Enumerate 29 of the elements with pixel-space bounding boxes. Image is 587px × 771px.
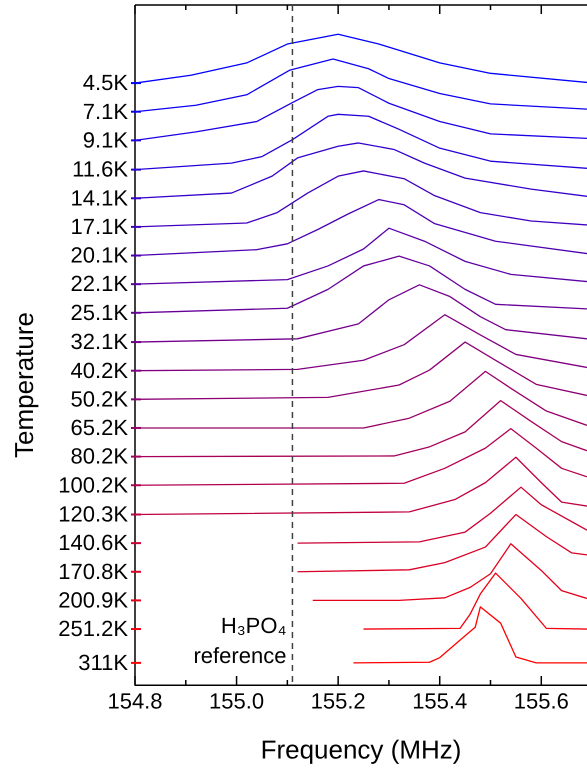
legend-label: 40.2K <box>70 358 128 383</box>
legend-label: 140.6K <box>58 530 128 556</box>
legend-label: 65.2K <box>70 415 128 440</box>
legend-label: 14.1K <box>70 185 128 210</box>
x-tick-label: 154.8 <box>107 688 163 714</box>
x-tick-label: 155.0 <box>209 688 264 714</box>
legend-label: 170.8K <box>58 558 128 584</box>
legend-label: 11.6K <box>72 156 128 182</box>
x-axis-title: Frequency (MHz) <box>260 734 462 765</box>
legend-label: 100.2K <box>58 472 128 498</box>
legend-label: 120.3K <box>58 502 128 527</box>
x-tick-label: 155.4 <box>412 688 468 714</box>
legend-label: 9.1K <box>82 127 128 152</box>
legend-label: 4.5K <box>82 70 128 96</box>
legend-label: 80.2K <box>70 444 128 469</box>
x-tick-label: 155.2 <box>310 688 366 714</box>
x-tick-label: 155.6 <box>514 688 569 714</box>
legend-label: 200.9K <box>58 587 128 612</box>
legend-label: 311K <box>78 650 128 675</box>
legend-label: 25.1K <box>70 300 128 325</box>
legend-label: 7.1K <box>82 98 128 124</box>
legend-label: 17.1K <box>70 214 128 239</box>
legend-label: 22.1K <box>70 271 128 296</box>
legend-label: 251.2K <box>58 616 128 642</box>
legend-label: 32.1K <box>70 329 128 354</box>
legend-label: 50.2K <box>70 386 128 412</box>
legend-label: 20.1K <box>70 242 128 268</box>
ref-line-label: H₃PO₄ reference <box>193 613 286 668</box>
y-axis-title: Temperature <box>9 312 40 458</box>
